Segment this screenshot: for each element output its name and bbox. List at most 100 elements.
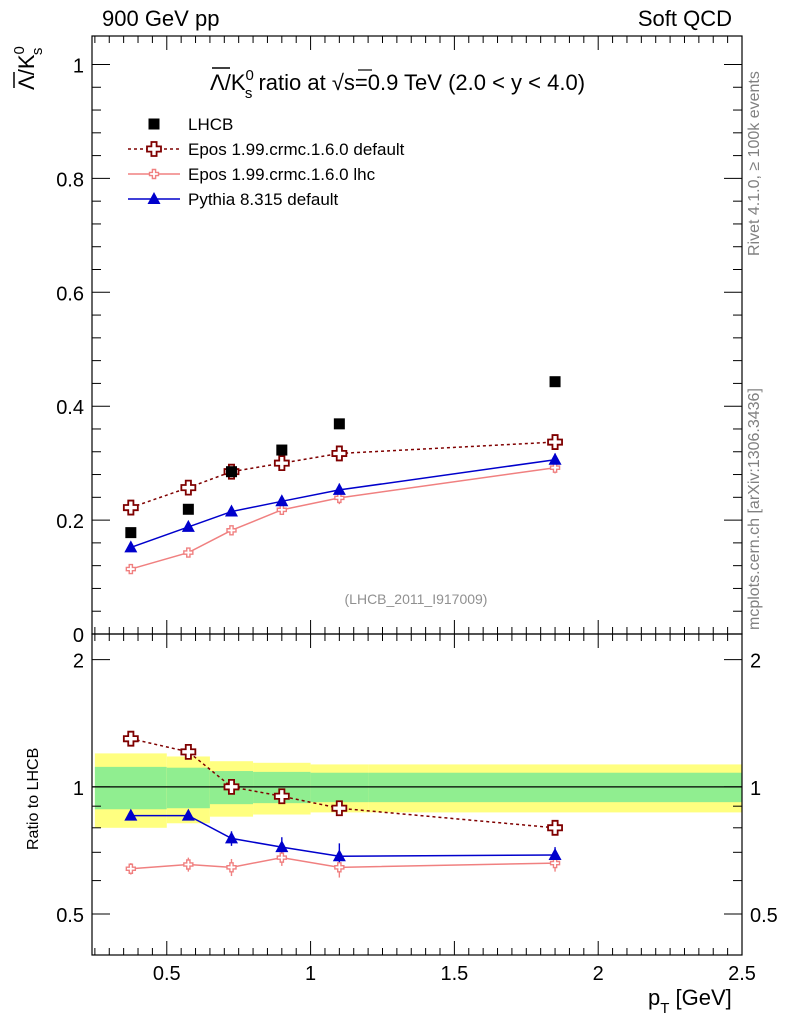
lhcb-data-point bbox=[333, 418, 345, 430]
header-process-label: 900 GeV pp bbox=[102, 6, 220, 31]
x-tick-label: 2.5 bbox=[728, 963, 756, 985]
ratio-y-tick-label: 2 bbox=[73, 651, 84, 673]
x-tick-label: 1 bbox=[305, 963, 316, 985]
y-tick-label: 0.6 bbox=[56, 283, 84, 305]
pythia-8-315-default-point bbox=[275, 494, 289, 507]
chart-title: Λ/K0 s ratio at √s=0.9 TeV (2.0 < y < 4.0… bbox=[210, 67, 585, 102]
epos-1-99-crmc-1-6-0-default-ratio-point bbox=[331, 800, 348, 817]
epos-1-99-crmc-1-6-0-lhc-ratio-line bbox=[130, 856, 556, 870]
ylabel-lambda: Λ bbox=[14, 75, 39, 90]
ylabel-den: /K bbox=[14, 54, 39, 75]
ratio-y-tick-label-right: 0.5 bbox=[750, 905, 778, 927]
xlabel-sub: T bbox=[660, 1000, 669, 1017]
lhcb-data-point bbox=[125, 527, 137, 539]
epos-1-99-crmc-1-6-0-default-point bbox=[273, 455, 290, 472]
epos-1-99-crmc-1-6-0-lhc-point bbox=[276, 504, 288, 516]
pythia-8-315-default-point bbox=[332, 482, 346, 495]
lhcb-data-point bbox=[549, 376, 561, 388]
x-tick-label: 1.5 bbox=[440, 963, 468, 985]
epos-1-99-crmc-1-6-0-default-point bbox=[331, 445, 348, 462]
ratio-y-tick-label: 1 bbox=[73, 778, 84, 800]
pythia-8-315-default-ratio-point bbox=[181, 808, 195, 821]
epos-1-99-crmc-1-6-0-lhc-point bbox=[226, 525, 237, 536]
y-tick-label: 0 bbox=[73, 625, 84, 647]
pythia-8-315-default-ratio-point bbox=[275, 840, 289, 853]
title-sqrt-s: s bbox=[344, 70, 355, 95]
legend: LHCB Epos 1.99.crmc.1.6.0 default Epos 1.9… bbox=[128, 115, 405, 209]
x-tick-label: 0.5 bbox=[153, 963, 181, 985]
y-tick-label: 0.2 bbox=[56, 511, 84, 533]
ratio-y-axis-label: Ratio to LHCB bbox=[25, 748, 42, 850]
legend-entry-lhcb-label: LHCB bbox=[188, 115, 233, 134]
y-tick-label: 0.8 bbox=[56, 169, 84, 191]
epos-1-99-crmc-1-6-0-default-line bbox=[130, 441, 556, 509]
pythia-8-315-default-point bbox=[181, 519, 195, 532]
y-axis-label: Λ/K0s bbox=[11, 46, 46, 90]
epos-1-99-crmc-1-6-0-lhc-line bbox=[130, 466, 556, 570]
pythia-8-315-default-ratio-point bbox=[124, 808, 138, 821]
ylabel-sup: 0 bbox=[11, 46, 28, 54]
analysis-id-watermark: (LHCB_2011_I917009) bbox=[345, 591, 488, 607]
epos-1-99-crmc-1-6-0-default-point bbox=[547, 434, 563, 450]
x-axis-label: pT [GeV] bbox=[648, 985, 732, 1017]
epos-1-99-crmc-1-6-0-lhc-ratio-point bbox=[549, 857, 561, 869]
title-ratio-text: /K bbox=[225, 70, 246, 95]
epos-1-99-crmc-1-6-0-default-ratio-point bbox=[547, 819, 563, 836]
epos-1-99-crmc-1-6-0-lhc-point bbox=[549, 462, 561, 473]
epos-1-99-crmc-1-6-0-lhc-point bbox=[334, 492, 345, 504]
ratio-y-tick-label-right: 1 bbox=[750, 778, 761, 800]
pythia-8-315-default-ratio-point bbox=[224, 831, 238, 844]
svg-text:Λ/K0s: Λ/K0s bbox=[11, 46, 46, 90]
epos-1-99-crmc-1-6-0-default-point bbox=[180, 479, 197, 496]
title-mid: ratio at √ bbox=[252, 70, 344, 95]
legend-entry-pythia-8-315-default-marker bbox=[147, 192, 161, 204]
plot-frames bbox=[91, 35, 743, 956]
lhcb-data-point bbox=[276, 444, 288, 456]
axis-ticks: 0.5 1 1.5 2 2.5 0 0.2 0.4 0.6 0.8 1 0.5 0.5 1 1 2 2 bbox=[56, 36, 778, 985]
legend-entry-epos-1-99-crmc-1-6-0-lhc-label: Epos 1.99.crmc.1.6.0 lhc bbox=[188, 165, 376, 184]
epos-1-99-crmc-1-6-0-default-ratio-point bbox=[180, 743, 197, 760]
title-lambda: Λ bbox=[210, 70, 225, 95]
ratio-y-tick-label-right: 2 bbox=[750, 651, 761, 673]
xlabel-unit: [GeV] bbox=[669, 985, 731, 1010]
ratio-y-tick-label: 0.5 bbox=[56, 905, 84, 927]
series-markers bbox=[122, 376, 563, 874]
legend-entry-epos-1-99-crmc-1-6-0-lhc-marker bbox=[148, 168, 160, 180]
title-sub: s bbox=[245, 85, 253, 102]
ratio-plot-frame bbox=[91, 633, 743, 956]
header-category-label: Soft QCD bbox=[637, 6, 732, 31]
epos-1-99-crmc-1-6-0-default-ratio-line bbox=[130, 737, 556, 829]
y-tick-label: 0.4 bbox=[56, 397, 84, 419]
pythia-8-315-default-point bbox=[548, 452, 562, 465]
legend-entry-pythia-8-315-default-label: Pythia 8.315 default bbox=[188, 190, 339, 209]
epos-1-99-crmc-1-6-0-default-ratio-point bbox=[223, 778, 240, 795]
pythia-8-315-default-point bbox=[224, 504, 238, 517]
epos-1-99-crmc-1-6-0-default-ratio-point bbox=[273, 788, 290, 805]
epos-1-99-crmc-1-6-0-lhc-ratio-point bbox=[226, 862, 237, 873]
epos-1-99-crmc-1-6-0-lhc-point bbox=[183, 547, 194, 558]
epos-1-99-crmc-1-6-0-lhc-ratio-point bbox=[334, 862, 345, 873]
title-rest: =0.9 TeV (2.0 < y < 4.0) bbox=[355, 70, 585, 95]
epos-1-99-crmc-1-6-0-lhc-ratio-point bbox=[276, 852, 288, 863]
epos-1-99-crmc-1-6-0-lhc-point bbox=[125, 563, 137, 575]
xlabel-p: p bbox=[648, 985, 660, 1010]
pythia-8-315-default-point bbox=[124, 540, 138, 553]
lhcb-data-point bbox=[225, 466, 237, 478]
epos-1-99-crmc-1-6-0-default-ratio-point bbox=[122, 730, 139, 747]
pythia-8-315-default-ratio-point bbox=[332, 849, 346, 862]
epos-1-99-crmc-1-6-0-lhc-ratio-point bbox=[183, 859, 194, 870]
y-tick-label: 1 bbox=[73, 55, 84, 77]
legend-entry-epos-1-99-crmc-1-6-0-default-label: Epos 1.99.crmc.1.6.0 default bbox=[188, 140, 405, 159]
legend-entry-epos-1-99-crmc-1-6-0-default-marker bbox=[146, 141, 162, 157]
legend-entry-lhcb-marker bbox=[148, 118, 160, 130]
ylabel-sub: s bbox=[29, 48, 46, 56]
x-tick-label: 2 bbox=[593, 963, 604, 985]
band-inner-bin bbox=[94, 766, 167, 810]
pythia-8-315-default-ratio-line bbox=[130, 814, 556, 858]
title-sup: 0 bbox=[246, 67, 254, 84]
pythia-8-315-default-line bbox=[130, 458, 556, 549]
epos-1-99-crmc-1-6-0-default-point bbox=[122, 499, 139, 516]
band-inner-bin bbox=[166, 767, 210, 809]
epos-1-99-crmc-1-6-0-lhc-ratio-point bbox=[125, 863, 137, 874]
